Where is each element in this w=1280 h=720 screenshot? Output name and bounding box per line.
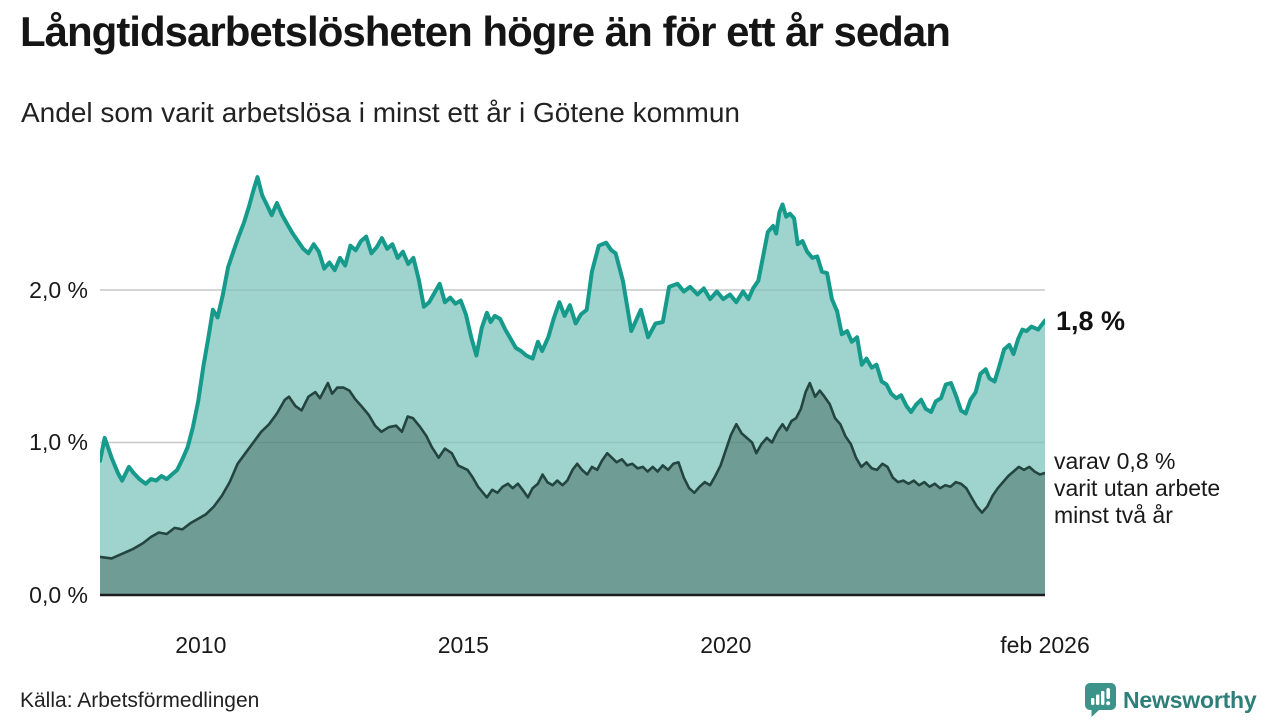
- plot-canvas: [100, 175, 1045, 597]
- newsworthy-wordmark: Newsworthy: [1123, 686, 1257, 713]
- two-year-annotation: varav 0,8 % varit utan arbete minst två …: [1054, 448, 1220, 529]
- two-year-annotation-line-2: varit utan arbete: [1054, 475, 1221, 501]
- page-subtitle: Andel som varit arbetslösa i minst ett å…: [21, 97, 740, 128]
- page-title: Långtidsarbetslösheten högre än för ett …: [20, 8, 951, 55]
- series-2yr-area: [100, 383, 1045, 595]
- source-note: Källa: Arbetsförmedlingen: [20, 689, 260, 712]
- latest-value-label: 1,8 %: [1056, 306, 1126, 336]
- x-tick-label: 2010: [175, 632, 227, 658]
- two-year-annotation-line-1: varav 0,8 %: [1054, 448, 1176, 474]
- series-2yr-line: [100, 381, 1045, 560]
- x-tick-label: feb 2026: [1000, 632, 1090, 658]
- y-tick-label: 1,0 %: [29, 429, 88, 456]
- series-1yr-line: [100, 175, 1045, 486]
- y-tick-label: 0,0 %: [29, 582, 88, 608]
- x-tick-label: 2020: [700, 632, 752, 658]
- two-year-annotation-line-3: minst två år: [1054, 502, 1173, 528]
- y-tick-label: 2,0 %: [29, 276, 88, 303]
- newsworthy-icon: [1085, 683, 1116, 717]
- newsworthy-logo[interactable]: Newsworthy: [1085, 683, 1257, 717]
- x-tick-label: 2015: [437, 632, 489, 658]
